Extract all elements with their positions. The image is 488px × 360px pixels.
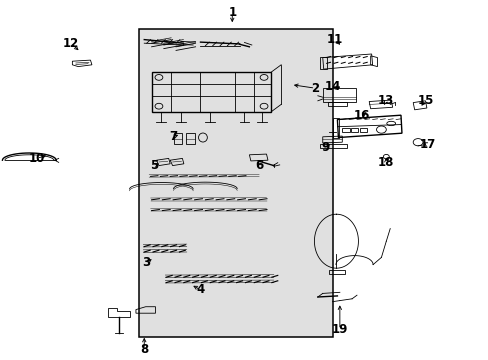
Bar [139, 29, 332, 337]
Text: 15: 15 [416, 94, 433, 107]
Text: 4: 4 [196, 283, 204, 296]
Text: 5: 5 [150, 159, 158, 172]
Bar [185, 133, 194, 144]
Text: 11: 11 [326, 33, 343, 46]
Text: 18: 18 [377, 156, 394, 169]
Bar [173, 133, 182, 144]
Text: 3: 3 [142, 256, 150, 269]
Bar [342, 128, 349, 132]
Text: 19: 19 [331, 323, 347, 336]
Bar [327, 102, 346, 106]
Bar [350, 128, 358, 132]
Text: 1: 1 [228, 6, 236, 19]
Bar [359, 128, 366, 132]
Text: 14: 14 [324, 80, 340, 93]
Bar [322, 88, 355, 102]
Text: 12: 12 [62, 37, 79, 50]
Bar [151, 72, 271, 112]
Text: 17: 17 [419, 138, 435, 151]
Text: 13: 13 [377, 94, 394, 107]
Text: 10: 10 [28, 152, 45, 165]
Text: 16: 16 [353, 109, 369, 122]
Text: 9: 9 [321, 141, 328, 154]
Text: 2: 2 [311, 82, 319, 95]
Text: 6: 6 [255, 159, 263, 172]
Text: 7: 7 [169, 130, 177, 143]
Text: 8: 8 [140, 343, 148, 356]
